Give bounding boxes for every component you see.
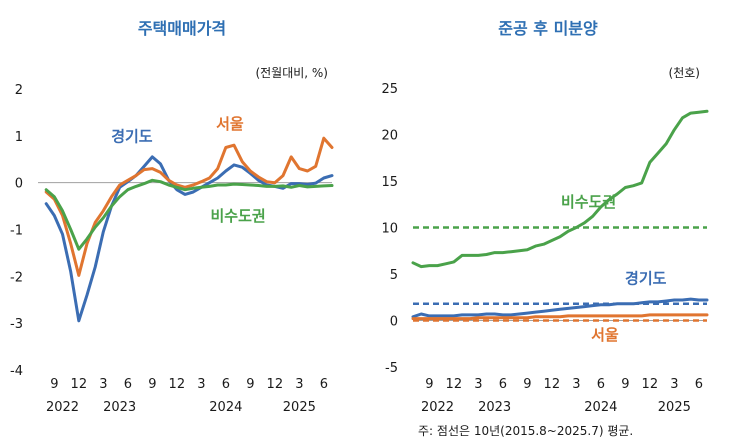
right-y-tick-label: 0 xyxy=(390,315,398,330)
right-series-line-seoul xyxy=(411,313,709,321)
right-y-tick-label: 15 xyxy=(381,175,398,190)
right-x-year-label: 2025 xyxy=(658,400,691,415)
right-x-tick-label: 9 xyxy=(621,377,629,392)
right-series-label-non-capital: 비수도권 xyxy=(561,193,616,211)
left-x-tick-label: 3 xyxy=(197,377,205,392)
left-x-tick-label: 12 xyxy=(71,377,88,392)
left-x-year-label: 2024 xyxy=(209,400,242,415)
left-x-tick-label: 6 xyxy=(124,377,132,392)
left-y-tick-label: -1 xyxy=(10,224,23,239)
right-y-tick-label: 20 xyxy=(381,129,398,144)
left-y-tick-label: 1 xyxy=(15,130,23,145)
right-x-tick-label: 12 xyxy=(446,377,463,392)
left-x-tick-label: 12 xyxy=(267,377,284,392)
left-x-year-label: 2022 xyxy=(46,400,79,415)
left-y-tick-label: -2 xyxy=(10,270,23,285)
left-y-tick-label: 0 xyxy=(15,177,23,192)
right-unit-label: (천호) xyxy=(669,65,700,80)
right-x-tick-label: 9 xyxy=(523,377,531,392)
left-series-line-seoul xyxy=(44,136,334,277)
right-chart-title: 준공 후 미분양 xyxy=(498,19,598,38)
right-y-tick-label: 10 xyxy=(381,222,398,237)
right-x-year-label: 2022 xyxy=(421,400,454,415)
right-series-label-gyeonggi: 경기도 xyxy=(625,269,667,287)
right-x-tick-label: 3 xyxy=(474,377,482,392)
left-x-tick-label: 3 xyxy=(99,377,107,392)
left-unit-label: (전월대비, %) xyxy=(255,66,328,80)
right-y-tick-label: -5 xyxy=(385,361,398,376)
left-x-tick-label: 3 xyxy=(295,377,303,392)
right-x-year-label: 2023 xyxy=(478,400,511,415)
left-x-tick-label: 9 xyxy=(246,377,254,392)
right-series-line-gyeonggi xyxy=(411,297,709,319)
right-x-tick-label: 6 xyxy=(499,377,507,392)
left-x-year-label: 2025 xyxy=(283,400,316,415)
right-series-label-seoul: 서울 xyxy=(591,326,619,344)
left-chart-title: 주택매매가격 xyxy=(138,19,226,38)
left-series-label-gyeonggi: 경기도 xyxy=(111,127,153,145)
right-y-tick-label: 25 xyxy=(381,82,398,97)
left-x-year-label: 2023 xyxy=(103,400,136,415)
left-x-tick-label: 9 xyxy=(50,377,58,392)
right-series-line-non-capital xyxy=(411,109,709,269)
left-series-label-seoul: 서울 xyxy=(216,115,244,133)
right-x-year-label: 2024 xyxy=(584,400,617,415)
right-x-tick-label: 6 xyxy=(597,377,605,392)
left-plot-area: 2 1 0 -1 -2 -3 -4 9 12 3 6 9 12 3 6 9 12 3 6 2022 2023 2024 20… xyxy=(10,83,334,415)
right-x-tick-label: 12 xyxy=(544,377,561,392)
left-y-tick-label: -4 xyxy=(10,364,23,379)
footnote: 주: 점선은 10년(2015.8~2025.7) 평균. xyxy=(418,424,633,438)
right-y-tick-label: 5 xyxy=(390,268,398,283)
left-y-tick-label: -3 xyxy=(10,317,23,332)
left-series-label-non-capital: 비수도권 xyxy=(210,207,265,225)
right-plot-area: 25 20 15 10 5 0 -5 9 12 3 6 9 12 3 6 9 12 3 6 2022 2023 2024 2… xyxy=(381,82,709,415)
right-x-tick-label: 9 xyxy=(425,377,433,392)
right-x-tick-label: 12 xyxy=(642,377,659,392)
left-y-tick-label: 2 xyxy=(15,83,23,98)
left-x-tick-label: 6 xyxy=(222,377,230,392)
right-x-tick-label: 3 xyxy=(572,377,580,392)
left-x-tick-label: 12 xyxy=(169,377,186,392)
right-x-tick-label: 6 xyxy=(695,377,703,392)
left-series-line-non-capital xyxy=(44,178,334,251)
right-x-tick-label: 3 xyxy=(670,377,678,392)
left-x-tick-label: 6 xyxy=(320,377,328,392)
left-x-tick-label: 9 xyxy=(148,377,156,392)
